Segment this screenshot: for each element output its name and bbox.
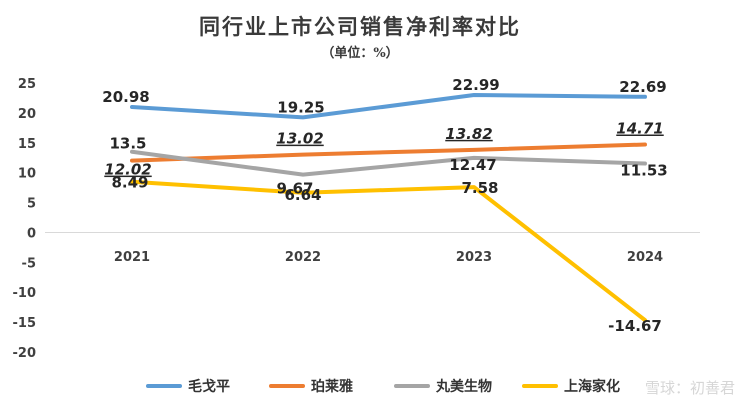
data-label-3-0: 8.49: [111, 174, 148, 192]
legend-label-2: 丸美生物: [435, 378, 492, 395]
data-label-0-3: 22.69: [619, 78, 666, 96]
x-tick-label: 2023: [456, 250, 492, 265]
watermark-text: 雪球：初善君: [645, 379, 735, 397]
data-label-3-2: 7.58: [461, 179, 498, 197]
data-labels: 20.98 19.25 22.99 22.69 12.02 13.02 13.82 14.71…: [102, 76, 667, 335]
y-tick-label: 0: [27, 226, 36, 241]
data-label-0-2: 22.99: [452, 76, 499, 94]
y-tick-label: 15: [18, 137, 36, 152]
x-tick-label: 2024: [627, 250, 663, 265]
y-tick-label: -10: [13, 286, 37, 301]
y-tick-label: 5: [27, 197, 36, 212]
series-line-3: [130, 179, 647, 323]
data-label-0-0: 20.98: [102, 88, 149, 106]
data-label-2-3: 11.53: [620, 162, 667, 180]
data-label-1-2: 13.82: [445, 125, 492, 143]
y-tick-label: 20: [18, 107, 36, 122]
data-label-2-0: 13.5: [109, 135, 146, 153]
data-label-1-0: 12.02: [104, 161, 151, 179]
series-line-1: [130, 142, 647, 163]
data-label-3-1: 6.64: [284, 186, 321, 204]
legend: 毛戈平 珀莱雅 丸美生物 上海家化: [146, 378, 620, 395]
chart-subtitle: （单位：%）: [321, 45, 398, 61]
y-tick-label: 25: [18, 77, 36, 92]
x-tick-label: 2022: [285, 250, 321, 265]
x-tick-label: 2021: [114, 250, 150, 265]
y-tick-label: -15: [13, 316, 37, 331]
y-tick-label: 10: [18, 167, 36, 182]
axes: 25 20 15 10 5 0 -5 -10 -15 -20 2021 2022 2023 2024: [13, 77, 700, 361]
data-label-0-1: 19.25: [277, 98, 324, 116]
series-line-0: [130, 93, 647, 120]
chart-title: 同行业上市公司销售净利率对比: [199, 14, 521, 39]
y-tick-label: -20: [13, 346, 37, 361]
legend-label-3: 上海家化: [564, 378, 620, 395]
data-label-2-2: 12.47: [449, 156, 496, 174]
legend-label-1: 珀莱雅: [311, 378, 353, 395]
series-line-2: [130, 149, 647, 177]
data-label-1-1: 13.02: [276, 130, 323, 148]
y-tick-label: -5: [22, 256, 36, 271]
data-label-1-3: 14.71: [616, 120, 663, 138]
legend-label-0: 毛戈平: [188, 378, 230, 395]
series-lines: [130, 93, 647, 323]
data-label-2-1: 9.67: [276, 180, 313, 198]
data-label-3-3: -14.67: [608, 317, 662, 335]
